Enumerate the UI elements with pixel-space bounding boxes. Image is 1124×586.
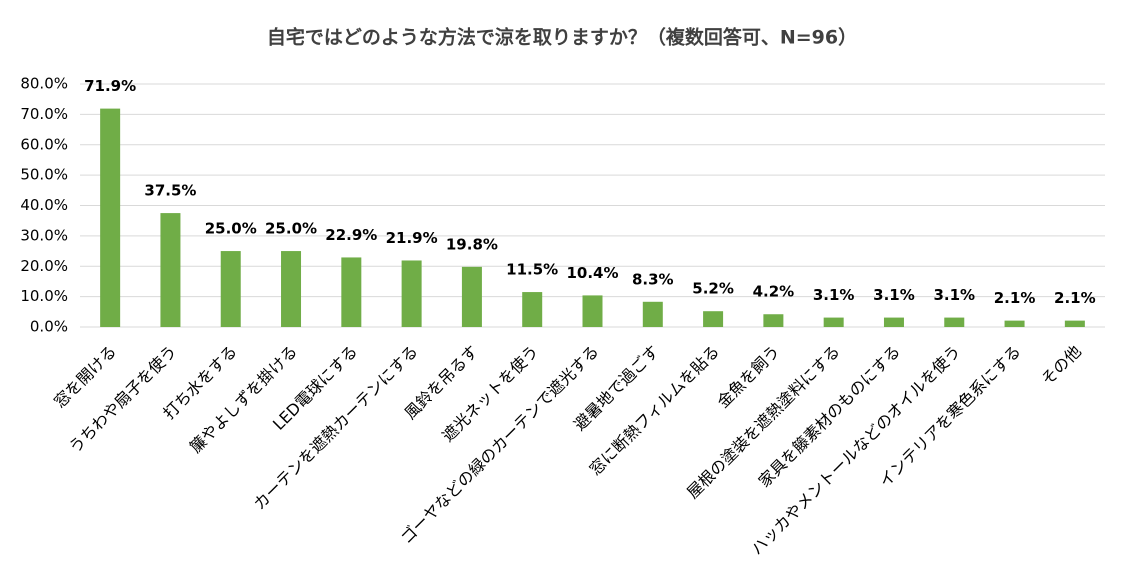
value-label: 71.9% xyxy=(84,77,136,95)
value-label: 3.1% xyxy=(873,286,915,304)
bar xyxy=(582,295,603,327)
value-label: 11.5% xyxy=(506,261,558,279)
value-label: 8.3% xyxy=(632,270,674,288)
value-label: 3.1% xyxy=(813,286,855,304)
value-label: 25.0% xyxy=(205,220,257,238)
bar xyxy=(401,260,422,327)
x-tick-label: ハッカやメントールなどのオイルを使う xyxy=(747,342,964,559)
bar xyxy=(823,317,844,327)
value-label: 25.0% xyxy=(265,220,317,238)
bar xyxy=(642,301,663,327)
y-tick-label: 0.0% xyxy=(30,318,68,336)
bar xyxy=(703,311,724,327)
value-label: 37.5% xyxy=(144,182,196,200)
bar xyxy=(1004,320,1025,327)
value-label: 21.9% xyxy=(386,229,438,247)
y-tick-label: 40.0% xyxy=(20,196,68,214)
value-label: 4.2% xyxy=(753,283,795,301)
value-label: 19.8% xyxy=(446,235,498,253)
x-tick-label: その他 xyxy=(1037,342,1084,389)
bar xyxy=(883,317,904,327)
x-tick-label: うちわや扇子を使う xyxy=(65,342,180,457)
y-tick-label: 10.0% xyxy=(20,287,68,305)
bar xyxy=(341,257,362,327)
value-label: 10.4% xyxy=(566,264,618,282)
y-tick-label: 60.0% xyxy=(20,135,68,153)
value-label: 5.2% xyxy=(692,280,734,298)
value-label: 3.1% xyxy=(933,286,975,304)
chart-title: 自宅ではどのような方法で涼を取りますか？（複数回答可、N=96） xyxy=(267,26,857,49)
bar xyxy=(281,251,302,327)
x-tick-label: 簾やよしずを掛ける xyxy=(186,342,301,457)
bar xyxy=(160,213,181,327)
y-tick-label: 20.0% xyxy=(20,257,68,275)
value-label: 2.1% xyxy=(1054,289,1096,307)
bar xyxy=(461,266,482,327)
y-tick-label: 30.0% xyxy=(20,226,68,244)
bar xyxy=(220,251,241,327)
bar xyxy=(763,314,784,327)
y-tick-label: 80.0% xyxy=(20,75,68,93)
y-tick-label: 50.0% xyxy=(20,166,68,184)
bar xyxy=(944,317,965,327)
value-label: 22.9% xyxy=(325,226,377,244)
y-tick-label: 70.0% xyxy=(20,105,68,123)
bar xyxy=(100,108,121,327)
value-label: 2.1% xyxy=(994,289,1036,307)
bar xyxy=(522,292,543,327)
bar xyxy=(1064,320,1085,327)
